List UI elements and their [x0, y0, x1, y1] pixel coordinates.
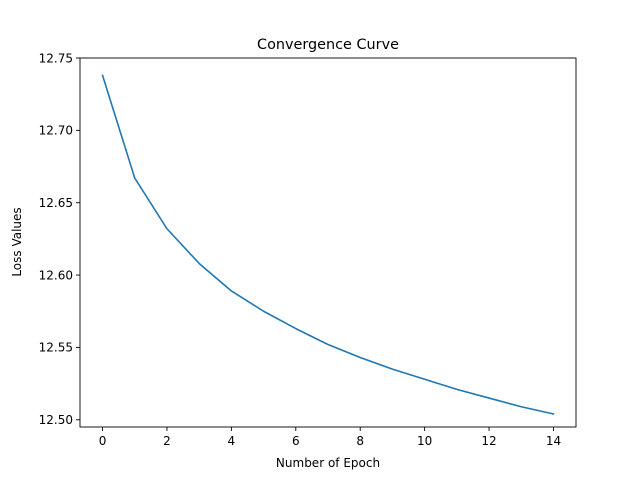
x-tick-label: 12: [481, 434, 496, 448]
y-tick-label: 12.60: [39, 268, 73, 282]
series-line-0: [101, 74, 555, 415]
x-tick-label: 10: [417, 434, 432, 448]
plot-area: [79, 57, 577, 428]
y-axis-ticks: 12.50 12.55 12.60 12.65 12.70 12.75: [39, 51, 80, 427]
y-tick-label: 12.70: [39, 124, 73, 138]
y-tick-label: 12.50: [39, 413, 73, 427]
x-tick-label: 14: [546, 434, 561, 448]
x-tick-label: 0: [99, 434, 107, 448]
y-tick-label: 12.55: [39, 341, 73, 355]
x-tick-label: 4: [228, 434, 236, 448]
x-axis-ticks: 0 2 4 6 8 10 12 14: [99, 427, 561, 448]
chart-title: Convergence Curve: [257, 37, 399, 53]
x-tick-label: 6: [292, 434, 300, 448]
axes-frame: [79, 57, 577, 428]
y-axis-label: Loss Values: [10, 207, 24, 276]
y-tick-label: 12.65: [39, 196, 73, 210]
y-tick-label: 12.75: [39, 51, 73, 65]
x-tick-label: 2: [163, 434, 171, 448]
x-axis-label: Number of Epoch: [276, 456, 380, 470]
x-tick-label: 8: [356, 434, 364, 448]
